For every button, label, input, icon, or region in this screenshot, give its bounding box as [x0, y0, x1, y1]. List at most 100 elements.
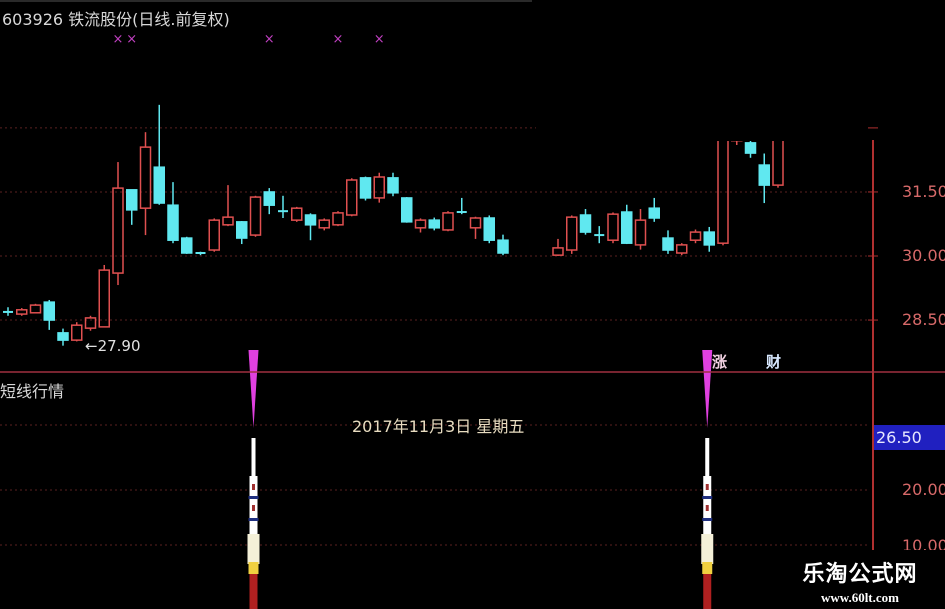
signal-bar-top [251, 438, 256, 478]
candle [689, 229, 702, 244]
candle-body [71, 324, 83, 341]
candle-body [332, 212, 344, 226]
candle-body [579, 214, 592, 233]
candle-body [304, 214, 317, 226]
watermark-name: 乐淘公式网 [802, 561, 918, 587]
candle-body [552, 247, 564, 256]
candle-body [689, 231, 702, 241]
candle [634, 209, 647, 250]
candle [594, 226, 605, 244]
signal-bar-lower [701, 534, 714, 564]
signal-band [248, 518, 259, 521]
candle [373, 172, 385, 203]
signal-bar-yellow [702, 562, 713, 574]
candle-body [676, 244, 688, 254]
candle [456, 197, 467, 215]
indicator-name: 短线行情 [0, 382, 65, 401]
candle-body [318, 219, 330, 229]
signal-bar-yellow [248, 562, 259, 574]
candle [332, 211, 344, 227]
candle [304, 213, 317, 241]
candle [98, 264, 110, 328]
x-marker: × [333, 32, 344, 47]
candle [57, 328, 69, 346]
signal-bar-top [705, 438, 710, 478]
signal-band [702, 518, 713, 521]
signal-dot [705, 484, 709, 490]
candle [139, 132, 152, 236]
candle [153, 104, 165, 205]
candle-body [249, 196, 262, 236]
candle-body [208, 219, 220, 251]
candle-body [29, 304, 42, 314]
candle [648, 197, 660, 222]
candle-body [703, 231, 715, 246]
candle [414, 218, 427, 233]
candle [676, 243, 688, 256]
candle [483, 215, 495, 244]
candle-body [346, 179, 358, 216]
signal-dot [252, 484, 255, 490]
candle-body [662, 237, 674, 251]
candle [29, 303, 42, 314]
signal-columns [247, 350, 714, 609]
candle-body [497, 239, 509, 254]
low-price-annotation: ←27.90 [85, 337, 141, 355]
candle [497, 234, 509, 256]
candle [222, 185, 234, 227]
candle [208, 218, 220, 252]
candle [346, 178, 358, 217]
candle-body [222, 216, 234, 226]
candle-body [414, 219, 427, 229]
candle [263, 188, 275, 215]
candle-body [84, 317, 97, 329]
gridlines [0, 127, 870, 546]
x-marker: × [113, 32, 124, 47]
signal-dot [252, 505, 255, 511]
candle-body [621, 211, 633, 244]
signal-column [247, 350, 260, 609]
candle [126, 189, 138, 225]
tag-cai: 财 [766, 353, 782, 371]
signal-bar-red [249, 574, 258, 609]
candle-body [153, 166, 165, 204]
candle [291, 206, 303, 222]
price-axis-label: 28.50 [902, 310, 945, 330]
candle [167, 182, 179, 244]
signal-band [248, 496, 259, 499]
signal-dot [705, 505, 709, 511]
candle-body [566, 216, 578, 251]
indicator-axis-label-20: 20.00 [902, 480, 945, 499]
candle [442, 211, 454, 232]
candle [181, 236, 193, 254]
chart-title: 603926 铁流股份(日线.前复权) [2, 10, 230, 29]
x-marker: × [374, 32, 385, 47]
price-axis-label: 30.00 [902, 246, 945, 265]
candle-body [98, 269, 110, 328]
candle [552, 238, 564, 256]
candle-body [373, 176, 385, 199]
candle-body [139, 146, 152, 209]
candle [249, 195, 262, 237]
candle-body [442, 212, 454, 231]
signal-bar-lower [247, 534, 260, 564]
candle [84, 315, 97, 331]
candle-body [263, 191, 275, 206]
candle [278, 195, 288, 218]
signal-triangle [702, 350, 713, 428]
candle [662, 230, 674, 254]
candle-body [359, 177, 372, 199]
candle [3, 307, 13, 316]
signal-bar-red [703, 574, 712, 609]
candle [621, 204, 633, 245]
watermark: 乐淘公式网 www.60lt.com [775, 550, 945, 609]
candle-body [291, 207, 303, 221]
candle-body [57, 332, 69, 341]
candle-body [428, 219, 440, 229]
candle-body [167, 204, 179, 241]
candle-body [112, 187, 124, 274]
candle-body [469, 217, 482, 229]
x-marker: × [126, 32, 137, 47]
candle [579, 209, 592, 235]
